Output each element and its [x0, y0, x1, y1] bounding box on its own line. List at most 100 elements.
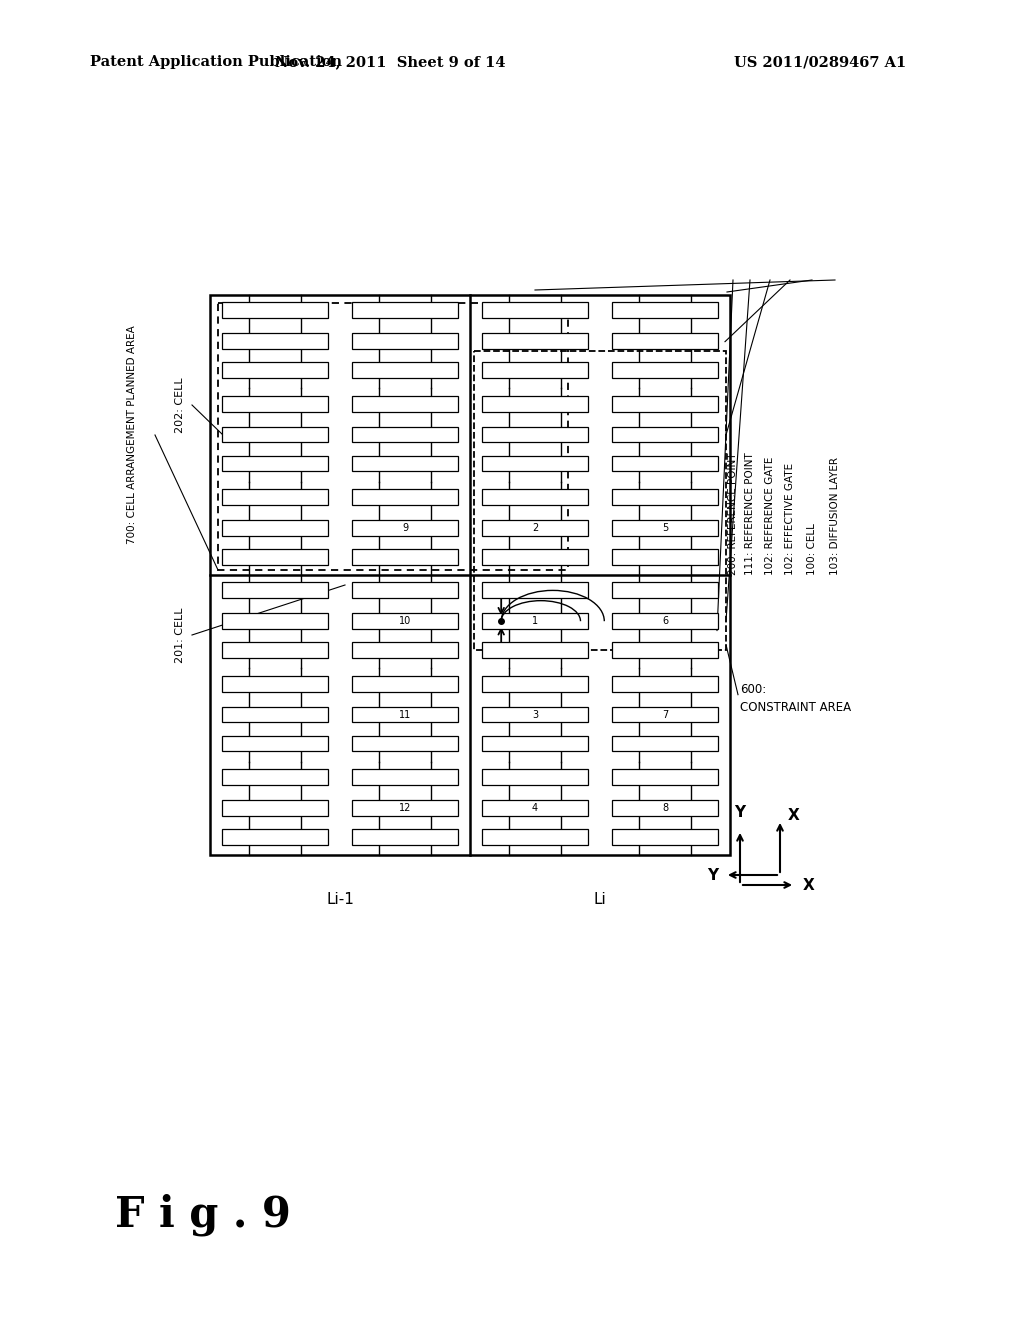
- Bar: [611, 455, 718, 471]
- Text: 103: DIFFUSION LAYER: 103: DIFFUSION LAYER: [830, 457, 840, 576]
- Text: 3: 3: [531, 710, 538, 719]
- Bar: [222, 614, 329, 630]
- Bar: [351, 490, 459, 506]
- Bar: [474, 351, 726, 649]
- Bar: [481, 333, 589, 348]
- Bar: [351, 520, 459, 536]
- Text: Patent Application Publication: Patent Application Publication: [90, 55, 342, 69]
- Text: 102: EFFECTIVE GATE: 102: EFFECTIVE GATE: [785, 463, 795, 576]
- Bar: [218, 304, 567, 570]
- Bar: [351, 643, 459, 659]
- Text: 1: 1: [531, 616, 538, 626]
- Text: 6: 6: [662, 616, 668, 626]
- Bar: [481, 549, 589, 565]
- Bar: [611, 676, 718, 692]
- Bar: [481, 770, 589, 785]
- Bar: [222, 706, 329, 722]
- Bar: [481, 490, 589, 506]
- Bar: [222, 643, 329, 659]
- Bar: [222, 800, 329, 816]
- Text: CONSTRAINT AREA: CONSTRAINT AREA: [740, 701, 851, 714]
- Bar: [481, 614, 589, 630]
- Bar: [481, 426, 589, 442]
- Text: X: X: [788, 808, 800, 822]
- Bar: [481, 829, 589, 845]
- Bar: [222, 829, 329, 845]
- Text: 2: 2: [531, 523, 539, 533]
- Bar: [222, 490, 329, 506]
- Bar: [351, 770, 459, 785]
- Bar: [351, 549, 459, 565]
- Text: 111: REFERENCE POINT: 111: REFERENCE POINT: [745, 453, 755, 576]
- Text: 201: CELL: 201: CELL: [175, 607, 185, 663]
- Bar: [611, 520, 718, 536]
- Bar: [611, 426, 718, 442]
- Bar: [481, 362, 589, 378]
- Bar: [611, 706, 718, 722]
- Text: 8: 8: [662, 803, 668, 813]
- Bar: [481, 396, 589, 412]
- Text: US 2011/0289467 A1: US 2011/0289467 A1: [734, 55, 906, 69]
- Text: 102: REFERENCE GATE: 102: REFERENCE GATE: [765, 457, 775, 576]
- Bar: [481, 643, 589, 659]
- Bar: [481, 735, 589, 751]
- Bar: [351, 302, 459, 318]
- Text: 9: 9: [402, 523, 408, 533]
- Bar: [611, 582, 718, 598]
- Bar: [222, 735, 329, 751]
- Text: F i g . 9: F i g . 9: [115, 1193, 291, 1237]
- Bar: [222, 676, 329, 692]
- Bar: [222, 333, 329, 348]
- Text: 7: 7: [662, 710, 668, 719]
- Bar: [611, 770, 718, 785]
- Bar: [222, 770, 329, 785]
- Bar: [351, 426, 459, 442]
- Bar: [222, 549, 329, 565]
- Bar: [351, 455, 459, 471]
- Text: 600:: 600:: [740, 684, 766, 696]
- Text: 202: CELL: 202: CELL: [175, 378, 185, 433]
- Text: 12: 12: [398, 803, 412, 813]
- Bar: [481, 800, 589, 816]
- Text: 700: CELL ARRANGEMENT PLANNED AREA: 700: CELL ARRANGEMENT PLANNED AREA: [127, 326, 137, 544]
- Bar: [222, 302, 329, 318]
- Bar: [611, 333, 718, 348]
- Bar: [222, 520, 329, 536]
- Bar: [611, 362, 718, 378]
- Bar: [611, 490, 718, 506]
- Bar: [611, 643, 718, 659]
- Bar: [611, 396, 718, 412]
- Bar: [351, 800, 459, 816]
- Bar: [611, 302, 718, 318]
- Bar: [222, 362, 329, 378]
- Text: Nov. 24, 2011  Sheet 9 of 14: Nov. 24, 2011 Sheet 9 of 14: [274, 55, 505, 69]
- Bar: [210, 294, 730, 855]
- Bar: [222, 426, 329, 442]
- Bar: [481, 520, 589, 536]
- Bar: [611, 829, 718, 845]
- Text: 10: 10: [399, 616, 411, 626]
- Bar: [351, 735, 459, 751]
- Bar: [611, 614, 718, 630]
- Bar: [222, 396, 329, 412]
- Text: Y: Y: [707, 867, 718, 883]
- Bar: [222, 455, 329, 471]
- Bar: [611, 735, 718, 751]
- Text: 5: 5: [662, 523, 668, 533]
- Bar: [481, 455, 589, 471]
- Text: X: X: [803, 878, 815, 892]
- Bar: [481, 302, 589, 318]
- Bar: [611, 800, 718, 816]
- Text: Li-1: Li-1: [326, 892, 354, 908]
- Text: 4: 4: [531, 803, 538, 813]
- Bar: [351, 676, 459, 692]
- Bar: [222, 582, 329, 598]
- Bar: [481, 676, 589, 692]
- Text: 11: 11: [399, 710, 411, 719]
- Bar: [611, 549, 718, 565]
- Bar: [351, 829, 459, 845]
- Text: 200: REFERENCE POINT: 200: REFERENCE POINT: [728, 453, 738, 576]
- Text: Li: Li: [594, 892, 606, 908]
- Bar: [481, 582, 589, 598]
- Bar: [481, 706, 589, 722]
